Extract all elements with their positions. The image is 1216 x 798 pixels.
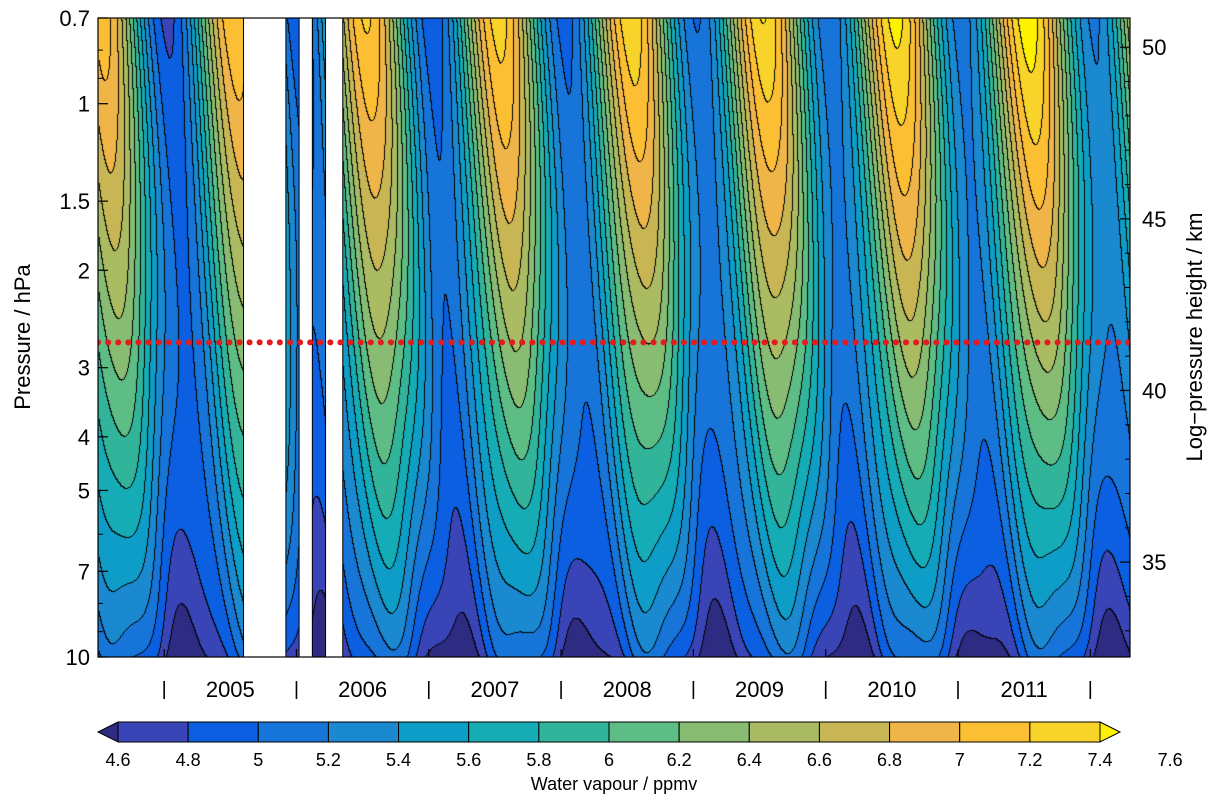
colorbar-label: 5.6 xyxy=(456,750,481,770)
x-year-label: 2010 xyxy=(867,677,916,702)
colorbar: 4.6 4.8 5 5.2 5.4 5.6 5.8 6 6.2 6.4 6.6 6.8 7 7.2 7.4 7… xyxy=(96,721,1183,770)
colorbar-min-arrow xyxy=(96,721,119,743)
colorbar-segment xyxy=(818,721,891,743)
y-tick-label: 7 xyxy=(78,559,90,584)
colorbar-segment xyxy=(468,721,540,743)
colorbar-segment xyxy=(1029,721,1101,743)
colorbar-segment xyxy=(608,721,680,743)
plot-frame xyxy=(97,17,1131,658)
colorbar-label: 6 xyxy=(604,750,614,770)
data-gaps xyxy=(243,18,344,657)
colorbar-segment xyxy=(398,721,470,743)
colorbar-segment xyxy=(678,721,750,743)
y-tick-label: 5 xyxy=(78,478,90,503)
y2-tick-label: 35 xyxy=(1142,550,1166,575)
y-tick-label: 2 xyxy=(78,258,90,283)
colorbar-label: 5.4 xyxy=(386,750,411,770)
colorbar-label: 6.6 xyxy=(807,750,832,770)
colorbar-segment xyxy=(538,721,610,743)
colorbar-segment xyxy=(327,721,400,743)
colorbar-label: 6.2 xyxy=(667,750,692,770)
colorbar-label: 5.8 xyxy=(526,750,551,770)
y-tick-label: 1 xyxy=(78,92,90,117)
colorbar-segment xyxy=(889,721,961,743)
y2-tick-label: 50 xyxy=(1142,35,1166,60)
y-tick-label: 1.5 xyxy=(59,189,90,214)
colorbar-label: 6.4 xyxy=(737,750,762,770)
y-tick-label: 3 xyxy=(78,356,90,381)
colorbar-label: 7.4 xyxy=(1087,750,1112,770)
y-axis-left: 0.7 1 1.5 2 3 4 5 7 10 xyxy=(59,6,108,670)
x-year-label: 2006 xyxy=(338,677,387,702)
y-tick-label: 10 xyxy=(66,645,90,670)
colorbar-label: 7.2 xyxy=(1017,750,1042,770)
colorbar-label: 7.6 xyxy=(1158,750,1183,770)
x-year-label: 2009 xyxy=(735,677,784,702)
y-tick-label: 0.7 xyxy=(59,6,90,31)
data-gap xyxy=(298,18,313,657)
y2-tick-label: 40 xyxy=(1142,378,1166,403)
y-axis-title: Pressure / hPa xyxy=(10,263,35,409)
colorbar-segment xyxy=(748,721,820,743)
colorbar-label: 5 xyxy=(253,750,263,770)
x-year-label: 2008 xyxy=(603,677,652,702)
colorbar-segment xyxy=(959,721,1031,743)
colorbar-label: 6.8 xyxy=(877,750,902,770)
colorbar-label: 4.8 xyxy=(176,750,201,770)
colorbar-segment xyxy=(117,721,189,743)
colorbar-label: 5.2 xyxy=(316,750,341,770)
colorbar-segment xyxy=(257,721,329,743)
y2-tick-label: 45 xyxy=(1142,207,1166,232)
x-year-label: 2005 xyxy=(206,677,255,702)
data-gap xyxy=(325,18,344,657)
colorbar-segment xyxy=(187,721,259,743)
data-gap xyxy=(243,18,287,657)
x-axis: 2005 2006 2007 2008 2009 2010 2011 xyxy=(163,649,1092,702)
colorbar-label: 4.6 xyxy=(105,750,130,770)
colorbar-max-arrow xyxy=(1099,721,1122,743)
y2-axis-title: Log−pressure height / km xyxy=(1182,213,1207,462)
colorbar-title: Water vapour / ppmv xyxy=(531,774,697,794)
plot-area xyxy=(98,18,1130,657)
x-year-label: 2011 xyxy=(1000,677,1047,702)
x-year-label: 2007 xyxy=(470,677,519,702)
colorbar-label: 7 xyxy=(955,750,965,770)
y-axis-right: 35 40 45 50 xyxy=(1120,35,1166,632)
y-tick-label: 4 xyxy=(78,425,90,450)
